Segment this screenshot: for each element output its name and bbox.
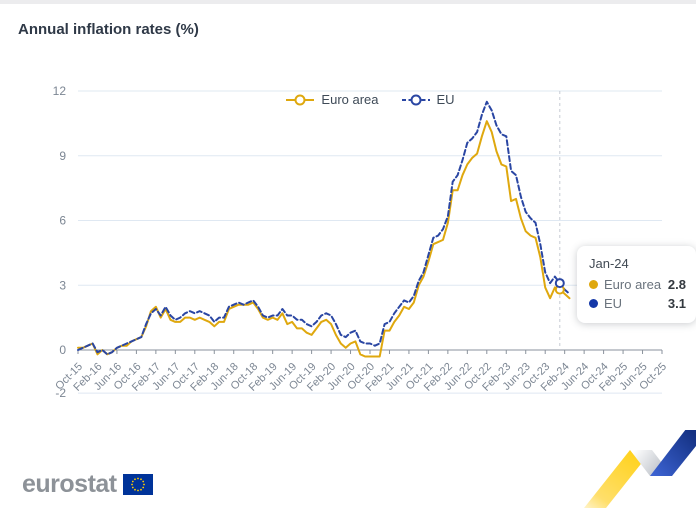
chart-legend: Euro area EU (78, 92, 662, 107)
euro-area-line-marker-icon (286, 94, 315, 105)
legend-label-euro-area: Euro area (321, 92, 379, 107)
hover-marker-eu (554, 278, 565, 289)
flag-star (141, 486, 144, 489)
flag-star (130, 483, 133, 486)
tooltip-value-eu: 3.1 (667, 296, 686, 311)
tooltip-row-euro-area: Euro area 2.8 (589, 277, 686, 292)
top-divider (0, 0, 696, 4)
flag-star (131, 486, 134, 489)
flag-star (139, 478, 142, 481)
legend-label-eu: EU (436, 92, 455, 107)
tooltip-label-euro-area: Euro area (604, 277, 662, 292)
tooltip-date: Jan-24 (589, 256, 629, 271)
decorative-ribbon-icon (584, 430, 696, 508)
flag-star (133, 478, 136, 481)
eu-flag-icon (122, 474, 153, 495)
y-tick-label: 9 (59, 149, 66, 163)
y-tick-label: -2 (55, 386, 66, 400)
y-tick-label: 6 (59, 214, 66, 228)
eurostat-logo: eurostat (22, 470, 117, 498)
tooltip-label-eu: EU (604, 296, 623, 311)
flag-star (136, 477, 139, 480)
tooltip-row-eu: EU 3.1 (589, 296, 686, 311)
flag-star (139, 488, 142, 491)
flag-star (142, 483, 145, 486)
euro-area-dot-icon (589, 280, 598, 289)
line-eu (77, 100, 571, 356)
footer: eurostat (22, 470, 153, 499)
flag-star (136, 489, 139, 492)
line-euro-area (77, 120, 571, 358)
tooltip-value-euro-area: 2.8 (667, 277, 686, 292)
y-tick-label: 12 (53, 84, 67, 98)
flag-star (133, 488, 136, 491)
hover-tooltip: Jan-24 Euro area 2.8 EU 3.1 (577, 246, 696, 323)
legend-item-eu[interactable]: EU (401, 92, 455, 107)
page-title: Annual inflation rates (%) (18, 21, 199, 38)
flag-star (141, 480, 144, 483)
eu-dot-icon (589, 299, 598, 308)
eu-line-marker-icon (401, 94, 430, 105)
y-tick-label: 0 (59, 343, 66, 357)
legend-item-euro-area[interactable]: Euro area (285, 92, 379, 107)
y-tick-label: 3 (59, 278, 66, 292)
flag-star (131, 480, 134, 483)
